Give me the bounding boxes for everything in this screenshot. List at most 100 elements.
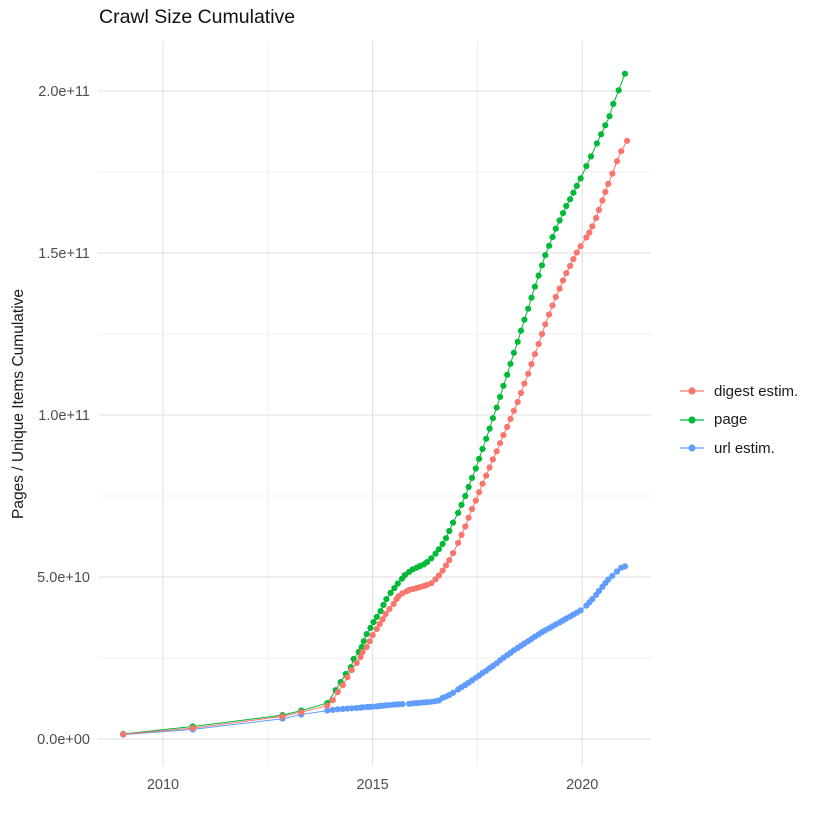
series-point-digest-estim: [549, 302, 556, 309]
series-point-digest-estim: [546, 311, 553, 318]
series-point-page: [432, 550, 439, 557]
series-point-digest-estim: [602, 188, 609, 196]
series-point-page: [606, 113, 613, 120]
series-point-page: [570, 189, 577, 196]
series-point-page: [497, 393, 504, 400]
series-point-digest-estim: [497, 440, 504, 447]
series-point-digest-estim: [369, 632, 376, 639]
series-point-page: [472, 465, 479, 472]
y-tick-label: 2.0e+11: [38, 84, 90, 100]
series-point-page: [455, 509, 462, 516]
series-point-digest-estim: [507, 415, 514, 422]
series-point-page: [538, 262, 546, 269]
series-point-digest-estim: [359, 648, 366, 656]
series-point-page: [507, 360, 514, 367]
series-point-digest-estim: [573, 249, 580, 256]
series-point-digest-estim: [472, 497, 479, 504]
series-point-digest-estim: [559, 277, 567, 284]
series-point-page: [462, 492, 469, 500]
series-point-page: [401, 572, 408, 579]
series-point-digest-estim: [450, 550, 457, 557]
series-point-page: [387, 589, 394, 597]
series-point-digest-estim: [468, 505, 476, 513]
series-point-url-estim: [324, 707, 331, 714]
series-point-page: [587, 153, 595, 160]
series-point-digest-estim: [504, 423, 511, 431]
series-point-page: [363, 631, 370, 638]
series-point-digest-estim: [435, 572, 442, 579]
series-point-digest-estim: [324, 702, 331, 709]
series-point-digest-estim: [521, 380, 528, 387]
series-point-page: [468, 474, 476, 481]
series-point-page: [394, 580, 401, 587]
series-point-digest-estim: [439, 567, 446, 574]
legend-label: digest estim.: [714, 382, 799, 400]
series-point-digest-estim: [535, 340, 542, 348]
series-point-page: [486, 425, 493, 432]
series-point-page: [559, 210, 567, 217]
series-point-page: [360, 638, 367, 645]
series-point-page: [556, 217, 563, 224]
series-point-page: [493, 404, 500, 411]
series-point-page: [391, 585, 398, 592]
series-point-page: [424, 559, 431, 566]
series-point-digest-estim: [517, 389, 525, 397]
legend-label: page: [714, 411, 748, 428]
series-point-digest-estim: [486, 464, 493, 471]
series-point-digest-estim: [528, 361, 535, 368]
series-point-digest-estim: [476, 489, 483, 496]
series-point-page: [383, 596, 390, 603]
series-point-digest-estim: [483, 472, 490, 479]
series-point-page: [458, 501, 465, 508]
series-point-digest-estim: [382, 610, 389, 618]
series-point-digest-estim: [465, 514, 472, 521]
series-line-digest-estim: [123, 140, 628, 735]
series-point-digest-estim: [455, 539, 462, 547]
series-point-digest-estim: [344, 674, 351, 681]
series-point-url-estim: [577, 607, 584, 614]
series-point-page: [535, 272, 542, 279]
series-point-page: [602, 122, 609, 129]
series-point-url-estim: [609, 572, 616, 579]
series-point-digest-estim: [514, 398, 521, 406]
series-point-digest-estim: [567, 262, 574, 269]
series-point-digest-estim: [593, 214, 600, 222]
series-point-url-estim: [589, 596, 596, 603]
series-point-page: [380, 601, 387, 609]
series-point-page: [450, 519, 457, 526]
y-tick-label: 1.0e+11: [38, 408, 90, 424]
legend: digest estim. page url estim.: [679, 380, 798, 459]
series-point-digest-estim: [577, 243, 584, 250]
series-point-page: [465, 483, 472, 491]
series-point-url-estim: [334, 706, 341, 713]
series-point-digest-estim: [586, 229, 593, 236]
series-point-digest-estim: [379, 616, 386, 623]
series-point-page: [500, 382, 507, 389]
series-point-digest-estim: [386, 606, 393, 613]
legend-item-page: page: [679, 409, 798, 431]
series-point-digest-estim: [458, 531, 465, 539]
series-point-page: [442, 535, 450, 542]
series-point-page: [489, 415, 496, 422]
series-point-page: [567, 196, 574, 203]
series-point-digest-estim: [542, 321, 549, 328]
series-point-digest-estim: [538, 330, 546, 338]
series-point-page: [439, 540, 446, 548]
series-point-page: [610, 100, 617, 107]
series-point-digest-estim: [446, 557, 453, 564]
series-point-page: [552, 225, 559, 232]
series-point-page: [563, 202, 570, 210]
series-point-digest-estim: [525, 370, 532, 377]
series-point-digest-estim: [353, 659, 360, 667]
series-point-page: [373, 613, 380, 621]
series-point-page: [483, 435, 490, 442]
series-point-page: [377, 608, 384, 615]
series-point-page: [510, 349, 517, 356]
y-tick-label: 5.0e+10: [37, 570, 90, 586]
series-point-digest-estim: [442, 562, 450, 569]
series-point-digest-estim: [589, 223, 596, 230]
series-point-digest-estim: [357, 654, 364, 661]
x-tick-label: 2015: [356, 777, 388, 793]
series-point-page: [517, 327, 525, 334]
